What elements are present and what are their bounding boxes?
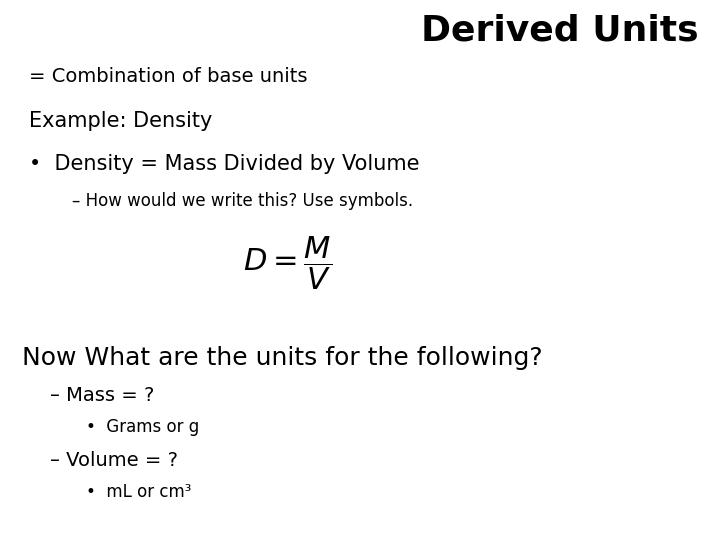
Text: Now What are the units for the following?: Now What are the units for the following… bbox=[22, 346, 542, 369]
Text: = Combination of base units: = Combination of base units bbox=[29, 68, 307, 86]
Text: Derived Units: Derived Units bbox=[420, 14, 698, 48]
Text: •  Grams or g: • Grams or g bbox=[86, 418, 199, 436]
Text: •  mL or cm³: • mL or cm³ bbox=[86, 483, 192, 501]
Text: – How would we write this? Use symbols.: – How would we write this? Use symbols. bbox=[72, 192, 413, 210]
Text: •  Density = Mass Divided by Volume: • Density = Mass Divided by Volume bbox=[29, 154, 419, 174]
Text: – Volume = ?: – Volume = ? bbox=[50, 451, 179, 470]
Text: Example: Density: Example: Density bbox=[29, 111, 212, 131]
Text: $\mathit{D} = \dfrac{\mathit{M}}{\mathit{V}}$: $\mathit{D} = \dfrac{\mathit{M}}{\mathit… bbox=[243, 235, 333, 293]
Text: – Mass = ?: – Mass = ? bbox=[50, 386, 155, 405]
